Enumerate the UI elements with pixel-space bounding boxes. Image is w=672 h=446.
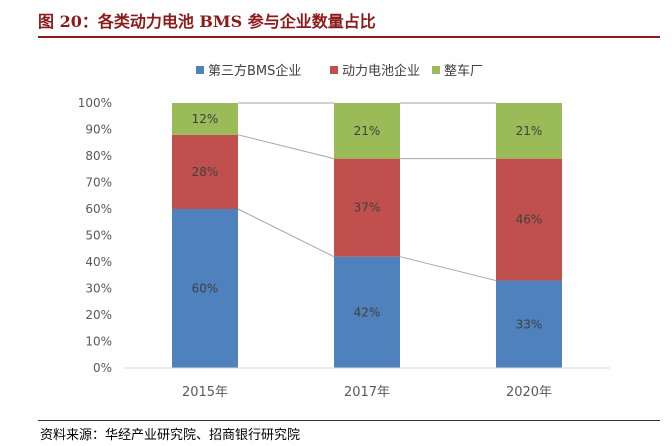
source-note: 资料来源：华经产业研究院、招商银行研究院 <box>40 428 301 443</box>
bar-segment <box>334 158 400 257</box>
bar-segment <box>172 209 238 368</box>
y-tick-label: 80% <box>85 149 112 163</box>
y-tick-label: 90% <box>85 123 112 137</box>
legend-label: 第三方BMS企业 <box>208 63 301 79</box>
y-tick-label: 10% <box>85 335 112 349</box>
bar-segment <box>496 103 562 159</box>
chart-legend: 第三方BMS企业 动力电池企业 整车厂 <box>196 63 483 79</box>
data-label: 21% <box>516 124 543 138</box>
x-tick-label: 2020年 <box>506 385 552 400</box>
data-label: 33% <box>516 317 543 331</box>
y-tick-label: 0% <box>93 361 112 375</box>
connector-line <box>237 134 335 160</box>
connector-line <box>237 208 335 258</box>
bar-segment <box>334 103 400 159</box>
bars: 60% 28% 12% 42% 37% 21% 33% 46% 21% <box>172 103 562 368</box>
data-label: 60% <box>192 282 219 296</box>
data-label: 21% <box>354 124 381 138</box>
y-tick-label: 100% <box>78 96 112 110</box>
source-rule <box>38 420 660 421</box>
bar-segment <box>496 280 562 368</box>
data-label: 37% <box>354 201 381 215</box>
legend-label: 动力电池企业 <box>342 63 420 79</box>
data-label: 46% <box>516 213 543 227</box>
y-tick-label: 20% <box>85 308 112 322</box>
data-label: 12% <box>192 112 219 126</box>
legend-swatch <box>432 66 440 74</box>
bar-segment <box>172 134 238 209</box>
bar-segment <box>496 158 562 281</box>
legend-label: 整车厂 <box>444 63 483 79</box>
x-tick-label: 2015年 <box>182 385 228 400</box>
x-axis: 2015年 2017年 2020年 <box>124 367 610 400</box>
x-tick-label: 2017年 <box>344 385 390 400</box>
y-tick-label: 40% <box>85 255 112 269</box>
y-tick-label: 30% <box>85 282 112 296</box>
bar-segment <box>334 256 400 368</box>
connector-line <box>399 256 497 282</box>
figure-title: 图 20：各类动力电池 BMS 参与企业数量占比 <box>38 12 376 31</box>
y-tick-label: 70% <box>85 176 112 190</box>
legend-swatch <box>196 66 204 74</box>
bar-segment <box>172 103 238 135</box>
y-tick-label: 60% <box>85 202 112 216</box>
y-tick-label: 50% <box>85 229 112 243</box>
y-axis: 0% 10% 20% 30% 40% 50% 60% 70% 80% 90% 100% <box>78 96 112 375</box>
legend-swatch <box>330 66 338 74</box>
connector-lines <box>237 102 497 282</box>
data-label: 28% <box>192 165 219 179</box>
data-label: 42% <box>354 305 381 319</box>
title-rule <box>38 36 660 38</box>
